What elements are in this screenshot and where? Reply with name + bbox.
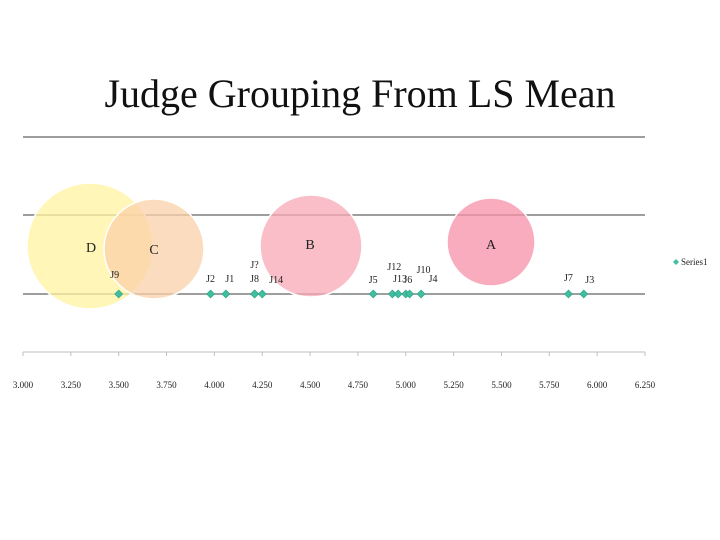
data-point-8 — [393, 289, 403, 299]
group-circle-a — [446, 197, 536, 287]
x-tick-label: 5.250 — [443, 380, 464, 390]
data-label-3: J? — [250, 260, 259, 271]
group-label-b: B — [305, 238, 314, 253]
data-point-6 — [368, 289, 378, 299]
data-point-10 — [405, 289, 415, 299]
data-label-13: J3 — [585, 275, 594, 286]
data-point-2 — [221, 289, 231, 299]
data-label-0: J9 — [110, 270, 119, 281]
data-point-12 — [564, 289, 573, 299]
data-point-0 — [114, 289, 124, 299]
x-tick-label: 6.000 — [587, 380, 608, 390]
data-label-8: J13 — [393, 274, 407, 285]
x-tick-label: 3.500 — [109, 380, 130, 390]
x-tick-label: 3.250 — [61, 380, 82, 390]
chart-title: Judge Grouping From LS Mean — [104, 71, 616, 116]
x-tick-label: 3.750 — [156, 380, 177, 390]
x-tick-label: 4.750 — [348, 380, 369, 390]
data-point-4 — [250, 289, 259, 299]
data-label-1: J2 — [206, 274, 215, 285]
data-label-6: J5 — [369, 275, 378, 286]
x-tick-label: 3.000 — [13, 380, 34, 390]
legend-marker — [673, 259, 679, 265]
data-label-9: J6 — [403, 275, 412, 286]
group-label-c: C — [149, 243, 158, 258]
data-label-5: J14 — [269, 275, 283, 286]
group-circle-c — [103, 198, 205, 300]
legend: Series1 — [673, 257, 708, 267]
data-point-13 — [579, 289, 589, 299]
data-label-10: J10 — [417, 265, 431, 276]
group-label-d: D — [86, 241, 96, 256]
x-tick-label: 5.500 — [491, 380, 512, 390]
data-point-5 — [257, 289, 267, 299]
data-label-7: J12 — [387, 262, 401, 273]
x-tick-label: 4.000 — [204, 380, 225, 390]
group-circle-b — [259, 194, 363, 298]
x-tick-label: 6.250 — [635, 380, 656, 390]
x-tick-label: 5.000 — [396, 380, 417, 390]
x-tick-label: 4.500 — [300, 380, 321, 390]
legend-label: Series1 — [681, 257, 708, 267]
x-axis: 3.000 3.250 3.500 3.750 4.000 4.250 4.500 4.750… — [13, 351, 656, 390]
data-point-1 — [206, 289, 215, 299]
group-label-a: A — [486, 238, 497, 253]
data-label-4: J8 — [250, 274, 259, 285]
x-tick-label: 5.750 — [539, 380, 560, 390]
data-label-2: J1 — [225, 274, 234, 285]
data-label-12: J7 — [564, 273, 573, 284]
data-point-11 — [416, 289, 426, 299]
data-label-11: J4 — [429, 274, 438, 285]
x-tick-label: 4.250 — [252, 380, 273, 390]
